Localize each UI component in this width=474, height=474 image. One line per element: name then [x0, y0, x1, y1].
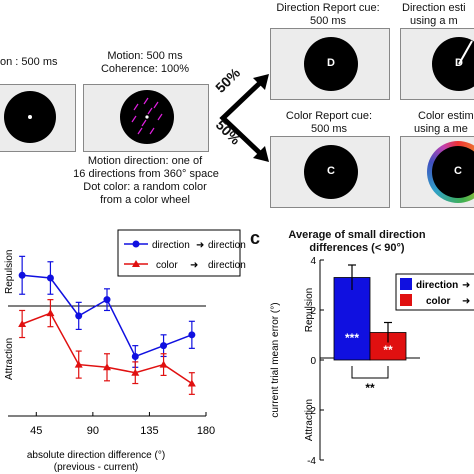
- panel-b-legend-box: [117, 229, 241, 277]
- panel-b-xticks: 45 90 135 180: [30, 412, 215, 437]
- panel-c-yticks: 4 2 0 -2 -4: [307, 256, 324, 467]
- legend-c-color-label: color: [426, 296, 451, 307]
- direction-est-pointer: [458, 40, 473, 65]
- color-cue-disk: [304, 145, 358, 199]
- color-est-label-2: using a me: [414, 123, 468, 135]
- color-cue-label-1: Color Report cue:: [285, 110, 373, 122]
- fixation-dot: [28, 115, 32, 119]
- data-point: [131, 352, 139, 360]
- legend-color-label-a: color: [156, 260, 178, 271]
- panel-c-title-1: Average of small direction: [288, 229, 426, 241]
- legend-c-dir-arrow: ➜: [462, 280, 470, 291]
- panel-c-title-2: differences (< 90°): [309, 242, 405, 254]
- legend-c-color-arrow: ➜: [462, 296, 470, 307]
- dot-desc-1: Dot color: a random color: [83, 181, 207, 193]
- x-tick-label: 135: [140, 425, 158, 437]
- panel-c-ylabel-bottom: Attraction: [304, 399, 315, 441]
- panel-b-xlabel-2: (previous - current): [54, 462, 138, 473]
- direction-cue-label-2: 500 ms: [309, 15, 347, 27]
- motion-label-2: Coherence: 100%: [100, 63, 190, 75]
- panel-c-letter: c: [250, 228, 261, 248]
- data-point: [75, 312, 83, 320]
- motion-dots: [131, 97, 163, 135]
- dot-desc-2: from a color wheel: [100, 194, 190, 206]
- legend-color-marker: [132, 260, 140, 267]
- data-point: [18, 271, 26, 279]
- panel-c-bars: [333, 264, 407, 361]
- legend-color-arrow: ➜: [190, 260, 198, 271]
- motion-desc-2: 16 directions from 360° space: [73, 168, 219, 180]
- panel-b-ylabel-bottom: Attraction: [4, 338, 15, 380]
- legend-dir-label-a: direction: [152, 240, 190, 251]
- direction-est-panel: D: [400, 28, 474, 100]
- data-point: [103, 363, 111, 371]
- direction-cue-panel: D: [270, 28, 390, 100]
- y-tick-label: 4: [310, 256, 316, 267]
- data-point: [187, 379, 196, 387]
- data-point: [159, 360, 168, 368]
- motion-panel: [83, 84, 209, 152]
- legend-c-dir-label: direction: [416, 280, 458, 291]
- y-tick-label: -2: [307, 406, 316, 417]
- panel-b-xlabel-1: absolute direction difference (°): [27, 450, 165, 461]
- x-tick-label: 90: [87, 425, 99, 437]
- panel-b-chart: direction ➜ direction color ➜ direction …: [4, 229, 246, 473]
- fixation-label: on : 500 ms: [0, 56, 58, 68]
- color-est-panel: C: [400, 136, 474, 208]
- color-cue-letter: C: [327, 165, 335, 177]
- x-tick-label: 180: [197, 425, 215, 437]
- motion-label-1: Motion: 500 ms: [107, 50, 183, 62]
- direction-est-label-1: Direction esti: [402, 2, 466, 14]
- direction-cue-disk: [304, 37, 358, 91]
- legend-dir-arrow: ➜: [196, 240, 204, 251]
- comparison-sig: **: [365, 381, 375, 395]
- bar-dir-sig: ***: [345, 331, 359, 345]
- data-point: [103, 296, 111, 304]
- panel-b-ylabel-top: Repulsion: [4, 250, 15, 294]
- data-point: [46, 274, 54, 282]
- bar-color-sig: **: [383, 343, 393, 357]
- data-point: [188, 331, 196, 339]
- legend-c-color-swatch: [400, 294, 412, 306]
- color-cue-panel: C: [270, 136, 390, 208]
- color-est-letter: C: [454, 165, 462, 177]
- legend-dir-marker: [132, 240, 140, 248]
- direction-est-label-2: using a m: [410, 15, 458, 27]
- y-tick-label: 0: [310, 356, 316, 367]
- data-point: [46, 309, 55, 317]
- panel-c-ylabel: current trial mean error (°): [270, 302, 281, 417]
- color-est-label-1: Color estim: [418, 110, 474, 122]
- bar-0: [333, 277, 371, 361]
- fixation-panel: [0, 84, 76, 152]
- direction-est-letter: D: [455, 57, 463, 69]
- data-point: [131, 368, 140, 376]
- y-tick-label: -4: [307, 456, 316, 467]
- legend-c-dir-swatch: [400, 278, 412, 290]
- panel-c-ylabel-top: Repulsion: [304, 288, 315, 332]
- direction-est-disk: [432, 37, 474, 91]
- data-point: [74, 360, 83, 368]
- bar-1: [369, 332, 407, 361]
- data-point: [18, 320, 27, 327]
- direction-cue-label-1: Direction Report cue:: [276, 2, 380, 14]
- legend-dir-label-b: direction: [208, 240, 246, 251]
- comparison-bracket: [351, 366, 389, 379]
- direction-cue-letter: D: [327, 57, 335, 69]
- color-cue-label-2: 500 ms: [310, 123, 348, 135]
- panel-c-chart: current trial mean error (°) Repulsion A…: [270, 256, 474, 467]
- color-est-disk: [432, 146, 474, 198]
- data-point: [160, 342, 168, 350]
- legend-color-label-b: direction: [208, 260, 246, 271]
- x-tick-label: 45: [30, 425, 42, 437]
- panel-b-series: [18, 255, 196, 395]
- motion-desc-1: Motion direction: one of: [87, 155, 203, 167]
- y-tick-label: 2: [310, 306, 316, 317]
- split-arrows: [219, 74, 269, 162]
